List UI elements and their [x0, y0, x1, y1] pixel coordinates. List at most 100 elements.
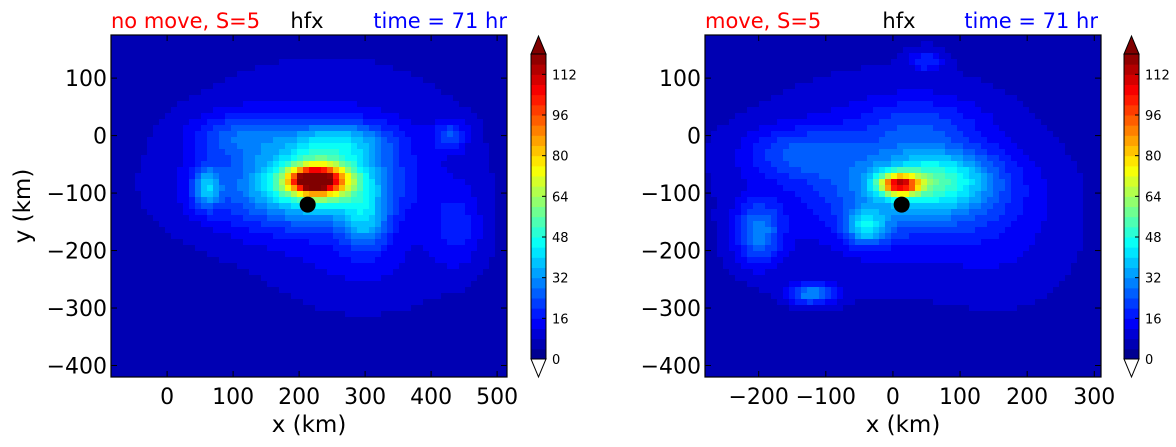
colorbar-tick-label: 80 [1145, 150, 1162, 165]
colorbar-level [531, 115, 546, 126]
colorbar-tick-label: 96 [552, 109, 569, 124]
colorbar-level [1124, 125, 1139, 136]
colorbar-level [531, 166, 546, 177]
colorbar-level [1124, 85, 1139, 96]
panel-title-right: time = 71 hr [373, 9, 507, 33]
colorbar-level [531, 339, 546, 350]
y-tick-label: −200 [641, 240, 701, 265]
x-axis-label: x (km) [866, 412, 941, 438]
y-tick-label: −300 [641, 297, 701, 322]
colorbar-level [1124, 329, 1139, 340]
x-axis-label: x (km) [272, 412, 347, 438]
colorbar-extend-max [531, 36, 546, 54]
colorbar-level [1124, 257, 1139, 268]
colorbar-tick-label: 0 [552, 353, 560, 368]
colorbar-level [531, 247, 546, 258]
panel-title-left: no move, S=5 [111, 9, 260, 33]
colorbar-tick-label: 0 [1145, 353, 1153, 368]
y-tick-label: −300 [47, 297, 107, 322]
x-tick-label: 300 [344, 385, 386, 410]
colorbar-level [1124, 146, 1139, 157]
colorbar-level [531, 257, 546, 268]
colorbar-extend-min [531, 359, 546, 377]
x-tick-label: 300 [1073, 385, 1115, 410]
panel-title-right: time = 71 hr [964, 9, 1098, 33]
colorbar-level [1124, 54, 1139, 65]
y-tick-label: −100 [47, 182, 107, 207]
colorbar-level [1124, 115, 1139, 126]
panel-title-left: move, S=5 [705, 9, 821, 33]
colorbar-level [1124, 237, 1139, 248]
panel-title-center: hfx [882, 9, 915, 33]
y-tick-label: −400 [47, 355, 107, 380]
colorbar-tick-label: 48 [552, 231, 569, 246]
colorbar-tick-label: 64 [552, 190, 569, 205]
x-tick-label: 0 [160, 385, 174, 410]
colorbar-level [1124, 227, 1139, 238]
colorbar-level [531, 227, 546, 238]
colorbar-level [1124, 308, 1139, 319]
x-tick-label: 200 [278, 385, 320, 410]
x-tick-label: 500 [476, 385, 518, 410]
colorbar-level [531, 278, 546, 289]
colorbar-level [1124, 318, 1139, 329]
colorbar-level [531, 318, 546, 329]
colorbar-2: 0 16 32 48 64 80 96 112 [1124, 36, 1170, 377]
colorbar-level [1124, 278, 1139, 289]
colorbar-tick-label: 80 [552, 150, 569, 165]
storm-center-marker [300, 197, 316, 213]
colorbar-level [1124, 247, 1139, 258]
colorbar-level [531, 329, 546, 340]
colorbar-level [1124, 95, 1139, 106]
x-tick-label: 0 [886, 385, 900, 410]
colorbar-level [1124, 135, 1139, 146]
colorbar-level [531, 349, 546, 360]
colorbar-tick-label: 16 [552, 312, 569, 327]
colorbar-level [1124, 186, 1139, 197]
y-axis-label: y (km) [10, 169, 36, 244]
colorbar-level [531, 64, 546, 75]
x-tick-label: 400 [410, 385, 452, 410]
colorbar-level [531, 85, 546, 96]
colorbar-tick-label: 112 [1145, 68, 1170, 83]
colorbar-1: 0163248648096112 [531, 36, 577, 377]
colorbar-level [531, 176, 546, 187]
y-tick-label: 0 [687, 125, 701, 150]
figure: no move, S=5 hfx time = 71 hr 0 100 200 300… [0, 0, 1176, 447]
colorbar-level [1124, 268, 1139, 279]
x-tick-label: 100 [212, 385, 254, 410]
colorbar-level [531, 207, 546, 218]
colorbar-tick-label: 112 [552, 68, 577, 83]
y-tick-label: −400 [641, 355, 701, 380]
colorbar-level [531, 156, 546, 167]
colorbar-level [531, 308, 546, 319]
x-tick-label: 200 [1006, 385, 1048, 410]
colorbar-level [1124, 105, 1139, 116]
colorbar-level [1124, 64, 1139, 75]
y-tick-label: −200 [47, 240, 107, 265]
colorbar-level [1124, 176, 1139, 187]
colorbar-tick-label: 32 [1145, 272, 1162, 287]
colorbar-tick-label: 48 [1145, 231, 1162, 246]
colorbar-extend-max [1124, 36, 1139, 54]
y-tick-label: 100 [659, 67, 701, 92]
colorbar-level [531, 125, 546, 136]
colorbar-level [1124, 217, 1139, 228]
colorbar-level [531, 288, 546, 299]
colorbar-level [1124, 207, 1139, 218]
colorbar-level [1124, 288, 1139, 299]
x-tick-label: 100 [939, 385, 981, 410]
colorbar-level [531, 74, 546, 85]
panel-no-move: no move, S=5 hfx time = 71 hr 0 100 200 300… [10, 9, 518, 438]
colorbar-level [1124, 74, 1139, 85]
colorbar-level [531, 217, 546, 228]
storm-center-marker [894, 197, 910, 213]
colorbar-level [1124, 166, 1139, 177]
colorbar-level [1124, 298, 1139, 309]
colorbar-level [1124, 156, 1139, 167]
x-tick-label: −100 [796, 385, 856, 410]
colorbar-tick-label: 64 [1145, 190, 1162, 205]
colorbar-level [531, 186, 546, 197]
panel-title-center: hfx [290, 9, 323, 33]
colorbar-level [1124, 339, 1139, 350]
